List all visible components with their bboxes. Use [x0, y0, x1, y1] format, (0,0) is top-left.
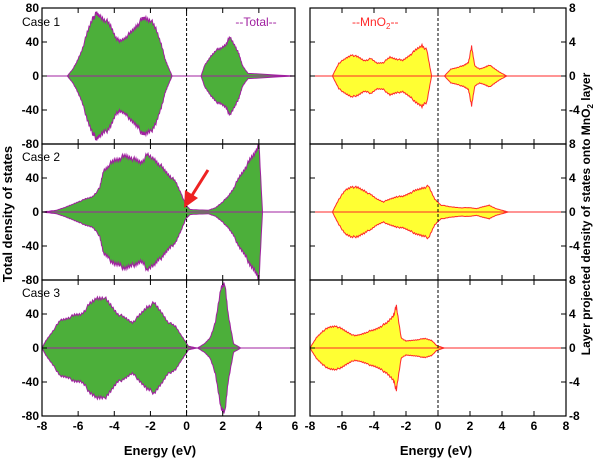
left-ytick-label-1-2: 0 [32, 69, 39, 83]
mno2-xtick-label-1: -6 [337, 419, 348, 433]
left-ytick-label-1-1: 40 [26, 35, 40, 49]
total-xtick-label-0: -8 [37, 419, 48, 433]
mno2-panel-3: 8 4 0 -4 -8 -8 -6 -4 -2 0 2 4 6 8 [305, 273, 580, 433]
mno2-panel-1: 8 4 0 -4 [309, 1, 580, 145]
mno2-legend-pre: --MnO [352, 15, 386, 29]
right-ytick-label-2-3: -4 [569, 239, 580, 253]
fermi-arrow-head [184, 190, 198, 208]
total-panel-3: 40 0 -40 -80-8 -6 -4 -2 0 2 4 6 [22, 279, 299, 433]
left-ylabel: Total density of states [0, 146, 15, 282]
mno2-xtick-label-8: 8 [563, 419, 570, 433]
total-xtick-label-1: -6 [73, 419, 84, 433]
fermi-arrow [184, 169, 210, 208]
right-ylabel-tail: layer [579, 72, 593, 104]
mno2-legend-post: -- [390, 15, 398, 29]
left-ytick-label-1-0: 80 [26, 1, 40, 15]
right-ytick-label-1-0: 8 [569, 1, 576, 15]
right-ylabel-sub: 2 [586, 104, 595, 109]
total-panel-2: 40 0 -40 -80 [22, 143, 296, 287]
case3-label: Case 3 [22, 286, 60, 300]
left-ytick-label-2-2: 0 [32, 205, 39, 219]
right-ytick-label-1-1: 4 [569, 35, 576, 49]
fermi-arrow-shaft [189, 169, 210, 198]
right-ytick-label-2-1: 4 [569, 171, 576, 185]
mno2-xtick-label-0: -8 [305, 419, 316, 433]
right-ylabel-main: Layer projected density of states onto M… [579, 109, 593, 356]
mno2-xtick-label-7: 6 [531, 419, 538, 433]
right-xlabel: Energy (eV) [400, 443, 472, 458]
left-ytick-label-2-4: -80 [22, 273, 40, 287]
mno2-xtick-label-3: -2 [401, 419, 412, 433]
left-ytick-label-3-2: 0 [32, 341, 39, 355]
total-xtick-label-5: 2 [219, 419, 226, 433]
total-xtick-label-3: -2 [145, 419, 156, 433]
left-ytick-label-1-3: -40 [22, 103, 40, 117]
right-ytick-label-3-0: 8 [569, 273, 576, 287]
case2-label: Case 2 [22, 150, 60, 164]
right-ytick-label-3-4: -8 [569, 409, 580, 423]
mno2-xtick-label-6: 4 [499, 419, 506, 433]
left-ytick-label-3-1: 40 [26, 307, 40, 321]
mno2-panel-2: 8 4 0 -4 [309, 137, 580, 281]
left-xlabel: Energy (eV) [124, 443, 196, 458]
mno2-legend-sub: 2 [386, 22, 391, 31]
right-ytick-label-3-3: -4 [569, 375, 580, 389]
left-ytick-label-2-1: 40 [26, 171, 40, 185]
right-ytick-label-1-2: 0 [569, 69, 576, 83]
right-ytick-label-3-1: 4 [569, 307, 576, 321]
mno2-xtick-label-2: -4 [369, 419, 380, 433]
left-ytick-label-2-3: -40 [22, 239, 40, 253]
right-ytick-label-1-3: -4 [569, 103, 580, 117]
case1-label: Case 1 [22, 15, 60, 29]
mno2-xtick-label-4: 0 [435, 419, 442, 433]
total-legend: --Total-- [235, 15, 276, 29]
right-ytick-label-3-2: 0 [569, 341, 576, 355]
right-ylabel: Layer projected density of states onto M… [579, 72, 595, 355]
right-ytick-label-2-0: 8 [569, 137, 576, 151]
right-ytick-label-2-2: 0 [569, 205, 576, 219]
total-xtick-label-2: -4 [109, 419, 120, 433]
total-xtick-label-7: 6 [292, 419, 299, 433]
mno2-xtick-label-5: 2 [467, 419, 474, 433]
total-xtick-label-6: 4 [256, 419, 263, 433]
left-ytick-label-3-4: -80 [22, 409, 40, 423]
total-xtick-label-4: 0 [183, 419, 190, 433]
panels-layer: 80400-40-80840-4400-40-80840-4400-40-80-… [22, 1, 580, 433]
mno2-legend: --MnO2-- [352, 15, 398, 31]
left-ytick-label-1-4: -80 [22, 137, 40, 151]
left-ytick-label-3-3: -40 [22, 375, 40, 389]
